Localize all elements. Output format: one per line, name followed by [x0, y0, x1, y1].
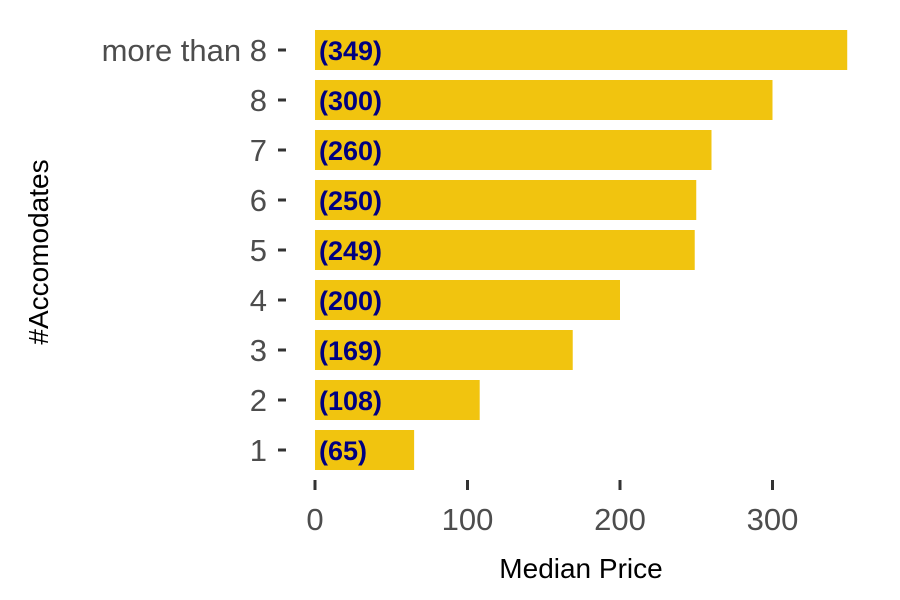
bars-group: (65) (108) (169) (200) (249) (250) (260) (300) (… [315, 30, 848, 470]
x-axis-title: Median Price [499, 553, 662, 584]
bar-6 [315, 180, 697, 220]
data-label-9: (349) [319, 36, 382, 66]
y-tick-label: 8 [250, 83, 267, 118]
x-tick-label: 300 [747, 502, 799, 537]
x-tick-label: 0 [306, 502, 323, 537]
x-tick-label: 100 [442, 502, 494, 537]
y-tick-label: more than 8 [102, 33, 267, 68]
data-label-8: (300) [319, 86, 382, 116]
y-tick-label: 4 [250, 283, 267, 318]
y-tick-label: 5 [250, 233, 267, 268]
data-label-1: (65) [319, 436, 367, 466]
y-tick-label: 1 [250, 433, 267, 468]
data-label-6: (250) [319, 186, 382, 216]
data-label-7: (260) [319, 136, 382, 166]
data-label-2: (108) [319, 386, 382, 416]
y-tick-label: 7 [250, 133, 267, 168]
y-tick-label: 2 [250, 383, 267, 418]
bar-2 [315, 380, 480, 420]
bar-5 [315, 230, 695, 270]
bar-1 [315, 430, 415, 470]
bar-3 [315, 330, 573, 370]
y-axis-title: #Accomodates [23, 159, 54, 344]
x-axis: 0 100 200 300 [306, 480, 798, 537]
bar-9 [315, 30, 848, 70]
y-tick-label: 3 [250, 333, 267, 368]
data-label-5: (249) [319, 236, 382, 266]
x-tick-label: 200 [594, 502, 646, 537]
bar-4 [315, 280, 620, 320]
y-axis: 1 2 3 4 5 6 7 8 more than 8 [102, 33, 286, 468]
y-tick-label: 6 [250, 183, 267, 218]
bar-8 [315, 80, 773, 120]
data-label-4: (200) [319, 286, 382, 316]
data-label-3: (169) [319, 336, 382, 366]
bar-7 [315, 130, 712, 170]
